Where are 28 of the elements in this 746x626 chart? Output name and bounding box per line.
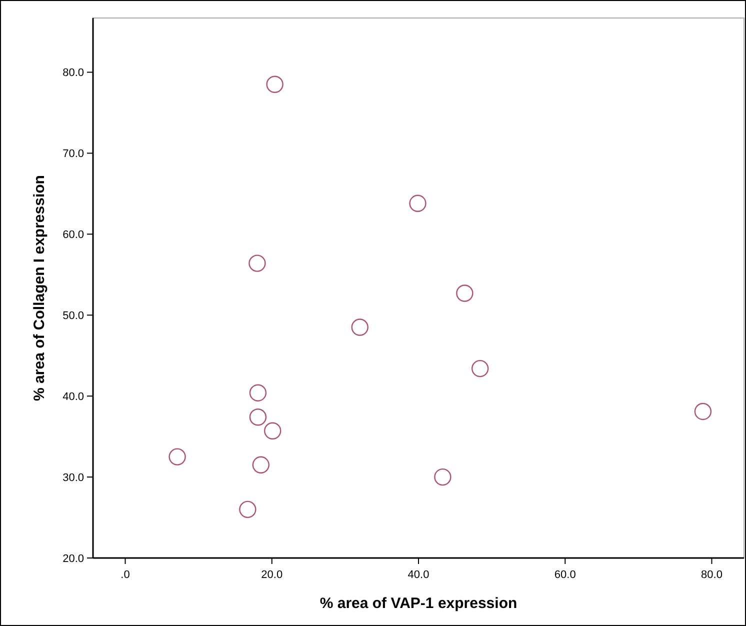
point: [434, 468, 452, 486]
y-tick-label: 20.0: [62, 552, 84, 565]
x-tick-label: 40.0: [408, 569, 430, 581]
point: [248, 254, 266, 272]
y-tick-label: 40.0: [62, 390, 84, 403]
x-axis-title: % area of VAP-1 expression: [320, 595, 518, 612]
point: [409, 194, 426, 212]
x-tick-label: 20.0: [261, 569, 283, 581]
point: [252, 456, 270, 474]
x-tick-label: 80.0: [701, 569, 722, 581]
point: [266, 76, 284, 93]
y-tick-label: 30.0: [62, 472, 84, 484]
y-tick-label: 70.0: [62, 148, 84, 160]
y-axis-title: % area of Collagen I expression: [31, 175, 48, 401]
point: [168, 448, 186, 466]
point: [249, 408, 267, 426]
point: [694, 402, 712, 420]
point: [471, 360, 489, 378]
x-tick-label: .0: [120, 569, 130, 581]
point: [239, 500, 256, 518]
y-tick-label: 60.0: [62, 229, 84, 242]
point: [351, 318, 368, 336]
point: [456, 284, 474, 302]
point: [249, 384, 267, 402]
x-tick-label: 60.0: [554, 569, 576, 581]
y-tick-label: 50.0: [62, 310, 84, 322]
y-tick-label: 80.0: [62, 67, 84, 80]
point: [264, 422, 282, 440]
